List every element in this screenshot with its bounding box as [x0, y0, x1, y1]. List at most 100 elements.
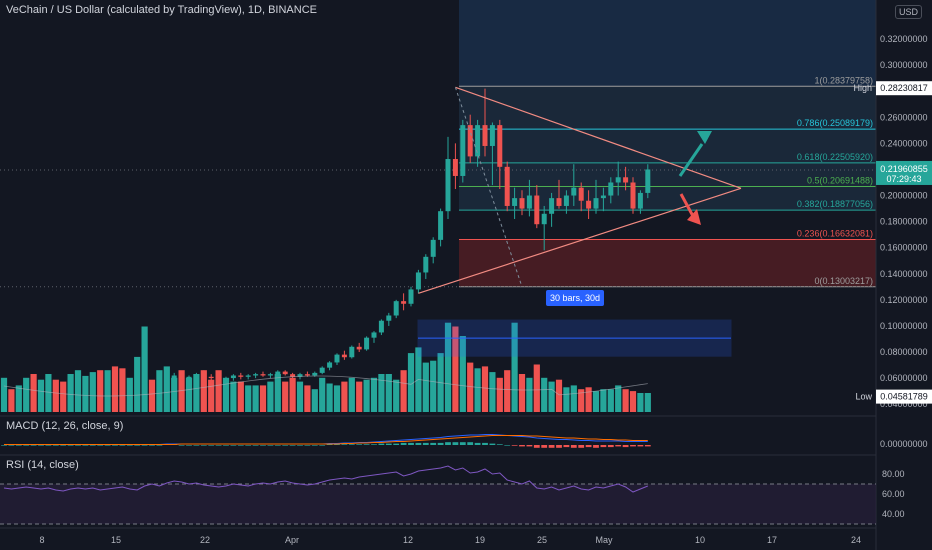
time-axis-tick: 22	[200, 535, 210, 545]
candle-body	[534, 195, 540, 225]
macd-histogram-bar	[607, 445, 614, 448]
macd-histogram-bar	[23, 445, 30, 446]
volume-bar	[282, 381, 289, 412]
macd-histogram-bar	[519, 445, 525, 447]
macd-histogram-bar	[363, 444, 370, 445]
volume-bar	[585, 387, 592, 412]
candle-body	[193, 374, 199, 377]
macd-histogram-bar	[482, 442, 488, 445]
macd-histogram-bar	[134, 445, 141, 446]
macd-histogram-bar	[637, 445, 644, 447]
macd-histogram-bar	[393, 443, 400, 445]
candle-body	[230, 375, 236, 379]
bullish-arrow-shaft	[678, 143, 704, 177]
candle-body	[164, 378, 170, 381]
macd-histogram-bar	[52, 445, 59, 446]
fib-label-1: 1(0.28379758)	[814, 75, 873, 85]
macd-histogram-bar	[430, 442, 437, 445]
volume-bar	[452, 326, 459, 412]
volume-bar	[474, 368, 481, 412]
candle-body	[216, 378, 222, 381]
macd-histogram-bar	[578, 445, 585, 448]
candle-body	[127, 392, 133, 394]
rsi-band	[0, 484, 876, 524]
macd-histogram-bar	[82, 445, 89, 446]
candle-body	[371, 332, 377, 338]
macd-histogram-bar	[200, 445, 207, 446]
bullish-arrow-head	[697, 131, 712, 144]
rsi-axis-tick: 80.00	[882, 469, 905, 479]
candle-body	[489, 125, 495, 146]
currency-unit-button[interactable]: USD	[894, 5, 922, 19]
volume-bar	[370, 377, 378, 412]
macd-histogram-bar	[230, 445, 237, 446]
macd-histogram-bar	[67, 445, 74, 446]
candle-body	[586, 200, 592, 209]
candle-body	[630, 182, 636, 209]
volume-bar	[178, 370, 185, 412]
candle-body	[134, 389, 140, 393]
volume-bar	[296, 381, 304, 412]
macd-histogram-bar	[119, 445, 126, 446]
macd-histogram-bar	[215, 445, 222, 446]
macd-histogram-bar	[60, 445, 67, 446]
candle-body	[142, 383, 148, 390]
volume-bar	[511, 322, 518, 412]
candle-body	[460, 125, 466, 176]
volume-bar	[208, 379, 215, 412]
candle-body	[408, 289, 414, 304]
volume-bar	[274, 374, 281, 412]
macd-histogram-bar	[630, 445, 636, 447]
macd-histogram-bar	[75, 445, 81, 446]
candle-body	[623, 177, 629, 183]
candle-body	[105, 389, 111, 392]
candle-body	[171, 375, 177, 379]
macd-histogram-bar	[615, 445, 622, 447]
current-price-tag	[876, 160, 932, 185]
macd-histogram-bar	[474, 442, 481, 445]
macd-histogram-bar	[38, 445, 44, 446]
time-axis-tick: May	[595, 535, 613, 545]
macd-histogram-bar	[371, 444, 377, 445]
volume-bar	[407, 353, 415, 412]
macd-histogram-bar	[260, 445, 266, 446]
candle-body	[179, 375, 185, 380]
volume-bar	[607, 389, 614, 412]
candle-body	[608, 182, 614, 196]
candle-body	[445, 159, 451, 212]
volume-bar	[467, 362, 474, 412]
macd-histogram-bar	[415, 442, 422, 445]
macd-histogram-bar	[341, 444, 348, 445]
candle-body	[541, 213, 547, 225]
candle-body	[38, 392, 44, 394]
macd-histogram-bar	[356, 444, 363, 445]
price-axis-tick: 0.26000000	[880, 112, 928, 122]
macd-histogram-bar	[378, 443, 385, 445]
candle-body	[549, 198, 555, 214]
candle-body	[1, 395, 7, 397]
macd-histogram-bar	[267, 445, 274, 446]
candle-body	[378, 320, 384, 333]
candle-body	[201, 374, 207, 377]
macd-histogram-bar	[548, 445, 555, 448]
low-tag-value: 0.04581789	[880, 392, 928, 402]
macd-histogram-bar	[533, 445, 540, 448]
volume-bar	[378, 374, 385, 412]
macd-histogram-bar	[445, 442, 451, 445]
candle-body	[452, 159, 458, 176]
time-axis-tick: 8	[39, 535, 44, 545]
volume-bar	[252, 385, 259, 412]
macd-histogram-bar	[8, 445, 15, 446]
candle-body	[119, 391, 125, 394]
volume-bar	[422, 362, 429, 412]
macd-histogram-bar	[422, 442, 429, 445]
volume-bar	[200, 370, 207, 412]
volume-bar	[141, 326, 148, 412]
price-axis-tick: 0.04000000	[880, 399, 928, 409]
macd-histogram-bar	[193, 445, 200, 446]
volume-bar	[267, 381, 274, 412]
fib-upper-zone	[459, 86, 876, 211]
volume-bar	[578, 389, 585, 412]
price-axis-tick: 0.20000000	[880, 191, 928, 201]
